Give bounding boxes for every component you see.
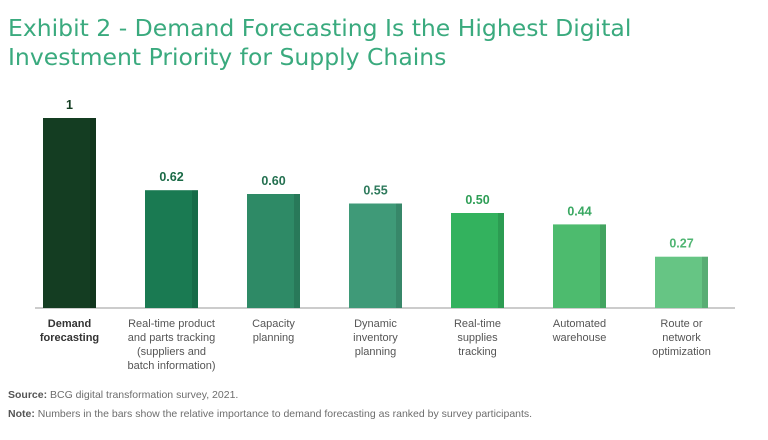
category-label-line: (suppliers and (136, 346, 207, 358)
category-label-line: planning (252, 332, 295, 344)
bar-shade (90, 118, 96, 308)
bar (43, 118, 96, 308)
category-label: Real-time supplies tracking (423, 317, 533, 359)
bar (145, 190, 198, 308)
bar (553, 224, 606, 308)
bar (655, 256, 708, 308)
bar (451, 213, 504, 308)
note-label: Note: (8, 408, 35, 420)
bar-group: 0.27 (655, 237, 708, 308)
bar-shade (192, 190, 198, 308)
data-label: 0.27 (669, 237, 693, 251)
category-label: Route or network optimization (627, 317, 737, 359)
data-label: 0.55 (363, 184, 387, 198)
bar-group: 0.55 (349, 184, 402, 308)
category-label-line: batch information) (127, 360, 216, 372)
category-label: Automated warehouse (525, 317, 635, 345)
data-label: 0.50 (465, 193, 489, 207)
category-label: Dynamic inventory planning (321, 317, 431, 359)
chart-title: Exhibit 2 - Demand Forecasting Is the Hi… (8, 14, 632, 71)
category-label-line: Route or (660, 318, 703, 330)
category-label: Demand forecasting (15, 317, 125, 345)
bar (247, 194, 300, 308)
category-label-line: Demand (47, 318, 92, 330)
category-label-line: Capacity (252, 318, 295, 330)
bar-group: 0.62 (145, 170, 198, 308)
category-label-line: and parts tracking (127, 332, 216, 344)
source-text: BCG digital transformation survey, 2021. (50, 389, 239, 401)
data-label: 0.44 (567, 204, 591, 218)
bar-group: 0.60 (247, 174, 300, 308)
category-label-line: network (662, 332, 701, 344)
bar-shade (498, 213, 504, 308)
category-label: Capacity planning (219, 317, 329, 345)
category-label-line: Real-time (453, 318, 502, 330)
data-label: 1 (66, 98, 73, 112)
category-label-line: inventory (353, 332, 398, 344)
category-label-line: forecasting (39, 332, 100, 344)
note-text: Numbers in the bars show the relative im… (37, 408, 533, 420)
bar-group: 0.50 (451, 193, 504, 308)
category-label-line: optimization (652, 346, 711, 358)
data-label: 0.62 (159, 170, 183, 184)
source-label: Source: (8, 389, 48, 401)
category-label-line: warehouse (552, 332, 607, 344)
bar-shade (396, 203, 402, 308)
category-label-line: supplies (457, 332, 498, 344)
category-label-line: planning (354, 346, 397, 358)
note: Note: Numbers in the bars show the relat… (8, 408, 532, 420)
bar-group: 1 (43, 98, 96, 308)
bar (349, 203, 402, 308)
bar-shade (702, 256, 708, 308)
category-label-line: Real-time product (128, 318, 215, 330)
bar-shade (294, 194, 300, 308)
category-label: Real-time product and parts tracking (supp… (117, 317, 227, 373)
category-label-line: Automated (552, 318, 607, 330)
bar-group: 0.44 (553, 204, 606, 308)
data-label: 0.60 (261, 174, 285, 188)
category-label-line: Dynamic (354, 318, 397, 330)
bar-shade (600, 224, 606, 308)
source-note: Source: BCG digital transformation surve… (8, 389, 238, 401)
category-label-line: tracking (458, 346, 497, 358)
